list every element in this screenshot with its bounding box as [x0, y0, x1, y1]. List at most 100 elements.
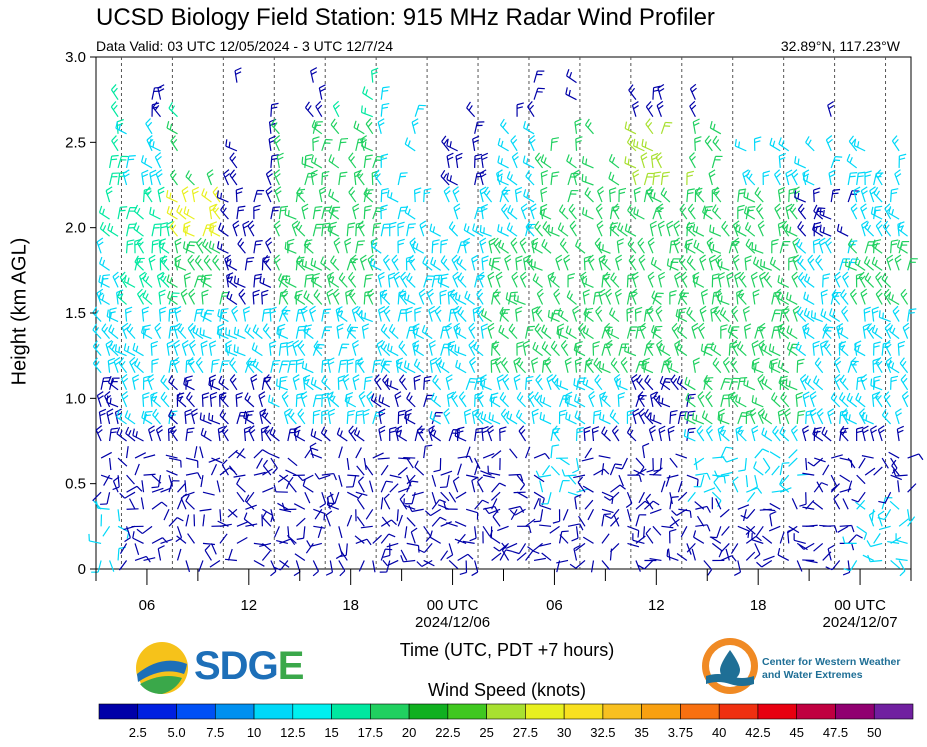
wind-barb	[465, 508, 479, 520]
wind-barb	[150, 340, 159, 356]
barb-flag	[605, 275, 610, 281]
wind-barb	[233, 344, 246, 357]
wind-barb	[411, 491, 424, 497]
barb-staff	[480, 231, 492, 237]
barb-staff	[431, 516, 441, 527]
barb-flag	[234, 67, 242, 72]
barb-staff	[399, 379, 408, 391]
wind-barb	[372, 155, 384, 169]
barb-flag	[479, 378, 483, 386]
barb-flag	[347, 358, 355, 362]
barb-staff	[396, 434, 408, 442]
barb-staff	[166, 127, 178, 135]
barb-flag	[98, 205, 103, 213]
barb-flag	[261, 293, 268, 297]
barb-flag	[208, 240, 212, 248]
barb-staff	[523, 127, 535, 135]
wind-barb	[650, 189, 662, 203]
barb-staff	[406, 398, 416, 408]
barb-flag	[584, 187, 589, 194]
barb-staff	[386, 560, 391, 573]
barb-flag	[258, 391, 266, 396]
wind-barb	[497, 525, 509, 532]
barb-flag	[516, 259, 523, 263]
barb-flag	[497, 224, 500, 232]
barb-staff	[300, 395, 306, 408]
barb-flag	[534, 152, 541, 159]
barb-staff	[491, 498, 498, 510]
barb-staff	[499, 312, 510, 322]
barb-flag	[592, 426, 600, 430]
wind-barb	[582, 325, 594, 340]
barb-staff	[533, 491, 545, 499]
barb-flag	[384, 258, 390, 264]
wind-barb	[219, 409, 229, 425]
barb-staff	[443, 412, 450, 425]
wind-barb	[539, 394, 552, 408]
wind-barb	[303, 238, 314, 254]
barb-staff	[468, 344, 476, 356]
wind-barb	[166, 340, 174, 356]
barb-staff	[474, 463, 479, 476]
wind-barb	[141, 410, 153, 425]
barb-staff	[457, 533, 466, 544]
barb-flag	[113, 138, 119, 145]
wind-barb	[516, 341, 524, 356]
barb-staff	[296, 192, 306, 203]
barb-flag	[632, 377, 638, 383]
wind-barb	[644, 500, 660, 510]
barb-flag	[482, 499, 489, 504]
barb-flag	[177, 260, 180, 267]
barb-staff	[201, 194, 212, 203]
barb-flag	[606, 292, 613, 298]
barb-staff	[649, 508, 662, 515]
barb-staff	[110, 106, 119, 118]
barb-staff	[142, 296, 153, 305]
barb-flag	[450, 344, 454, 351]
wind-barb	[539, 524, 552, 527]
barb-flag	[218, 375, 223, 383]
barb-flag	[425, 444, 433, 447]
barb-flag	[106, 190, 113, 195]
barb-staff	[328, 211, 340, 220]
barb-staff	[378, 309, 382, 322]
wind-barb	[112, 271, 120, 288]
wind-barb	[253, 204, 261, 220]
barb-staff	[644, 380, 654, 391]
wind-barb	[525, 221, 535, 237]
barb-staff	[625, 229, 637, 237]
barb-flag	[646, 412, 651, 419]
wind-barb	[584, 499, 594, 510]
wind-barb	[609, 409, 620, 425]
wind-barb	[141, 169, 149, 186]
barb-staff	[224, 558, 237, 562]
barb-staff	[176, 548, 182, 561]
barb-flag	[650, 224, 657, 229]
barb-flag	[298, 190, 303, 197]
barb-flag	[286, 340, 294, 345]
barb-flag	[325, 510, 333, 516]
wind-barb	[540, 154, 552, 169]
barb-flag	[209, 344, 216, 348]
wind-barb	[362, 86, 374, 101]
barb-flag	[365, 158, 372, 161]
barb-staff	[361, 316, 373, 323]
barb-flag	[120, 360, 126, 367]
barb-flag	[179, 395, 183, 402]
wind-barb	[208, 378, 221, 391]
wind-barb	[601, 255, 611, 271]
barb-flag	[271, 102, 279, 106]
wind-barb	[359, 254, 367, 271]
barb-flag	[187, 254, 193, 261]
wind-barb	[176, 548, 182, 561]
wind-barb	[423, 275, 435, 288]
barb-flag	[170, 378, 175, 385]
wind-barb	[404, 526, 408, 539]
wind-barb	[582, 376, 594, 391]
barb-staff	[295, 227, 306, 237]
barb-staff	[510, 242, 518, 254]
barb-flag	[571, 537, 579, 542]
barb-flag	[627, 158, 630, 165]
wind-barb	[273, 220, 281, 237]
barb-flag	[416, 425, 423, 432]
